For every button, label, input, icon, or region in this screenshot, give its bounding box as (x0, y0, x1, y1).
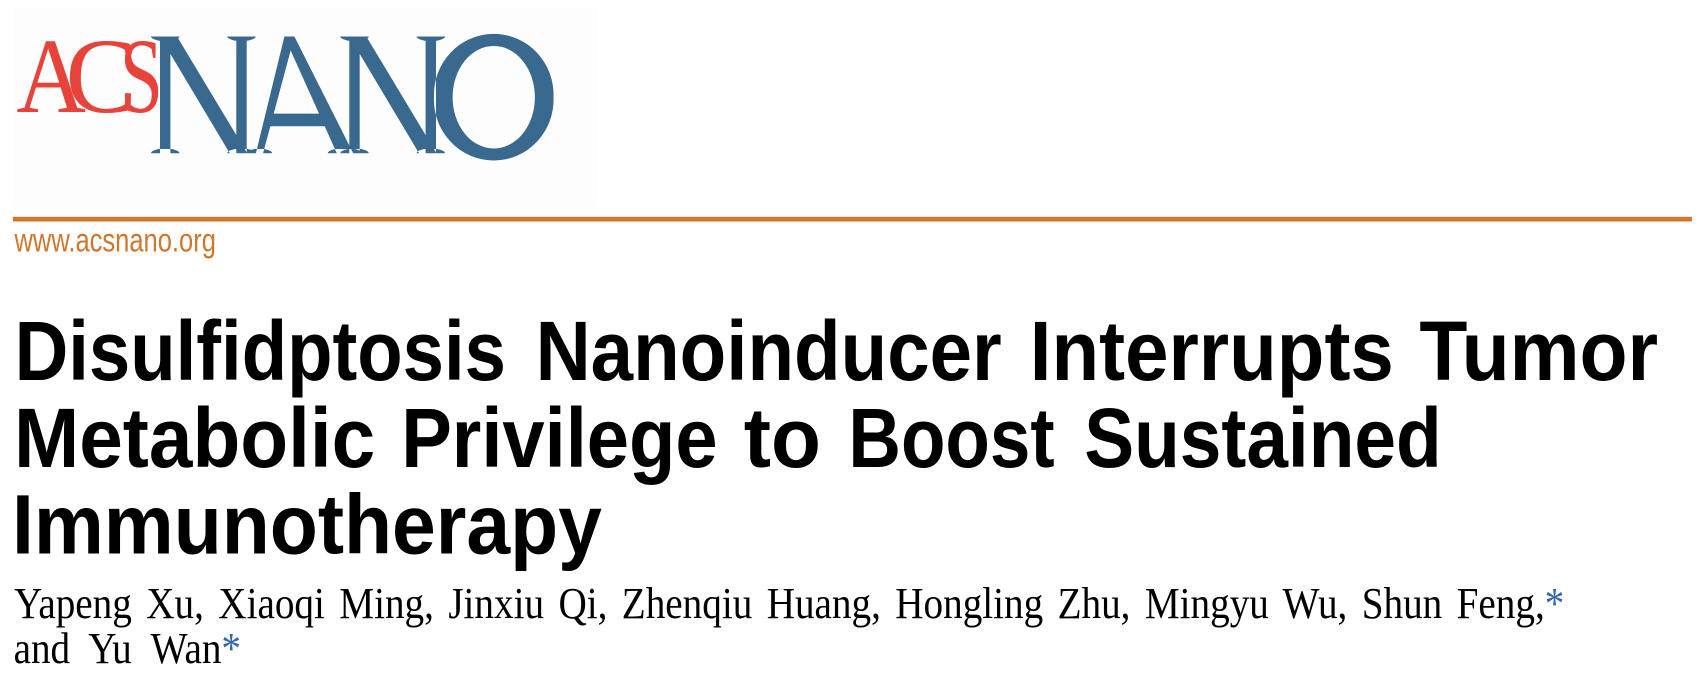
svg-text:and Yu Wan*: and Yu Wan* (14, 625, 241, 674)
svg-text:www.acsnano.org: www.acsnano.org (14, 222, 216, 259)
svg-text:to: to (744, 391, 821, 485)
svg-text:Metabolic: Metabolic (14, 392, 375, 486)
svg-text:Interrupts: Interrupts (1030, 305, 1394, 398)
svg-text:Immunotherapy: Immunotherapy (12, 478, 602, 572)
svg-text:Sustained: Sustained (1084, 391, 1442, 485)
svg-text:S: S (120, 18, 163, 136)
svg-text:Tumor: Tumor (1419, 305, 1658, 399)
svg-text:Disulfidptosis: Disulfidptosis (15, 304, 506, 398)
svg-text:Privilege: Privilege (401, 391, 717, 484)
svg-text:A: A (16, 17, 86, 136)
svg-text:Yapeng Xu, Xiaoqi Ming, Jinxiu: Yapeng Xu, Xiaoqi Ming, Jinxiu Qi, Zhenq… (14, 580, 1564, 629)
svg-text:C: C (66, 18, 137, 136)
svg-text:Boost: Boost (848, 391, 1054, 485)
svg-text:Nanoinducer: Nanoinducer (536, 304, 1002, 398)
